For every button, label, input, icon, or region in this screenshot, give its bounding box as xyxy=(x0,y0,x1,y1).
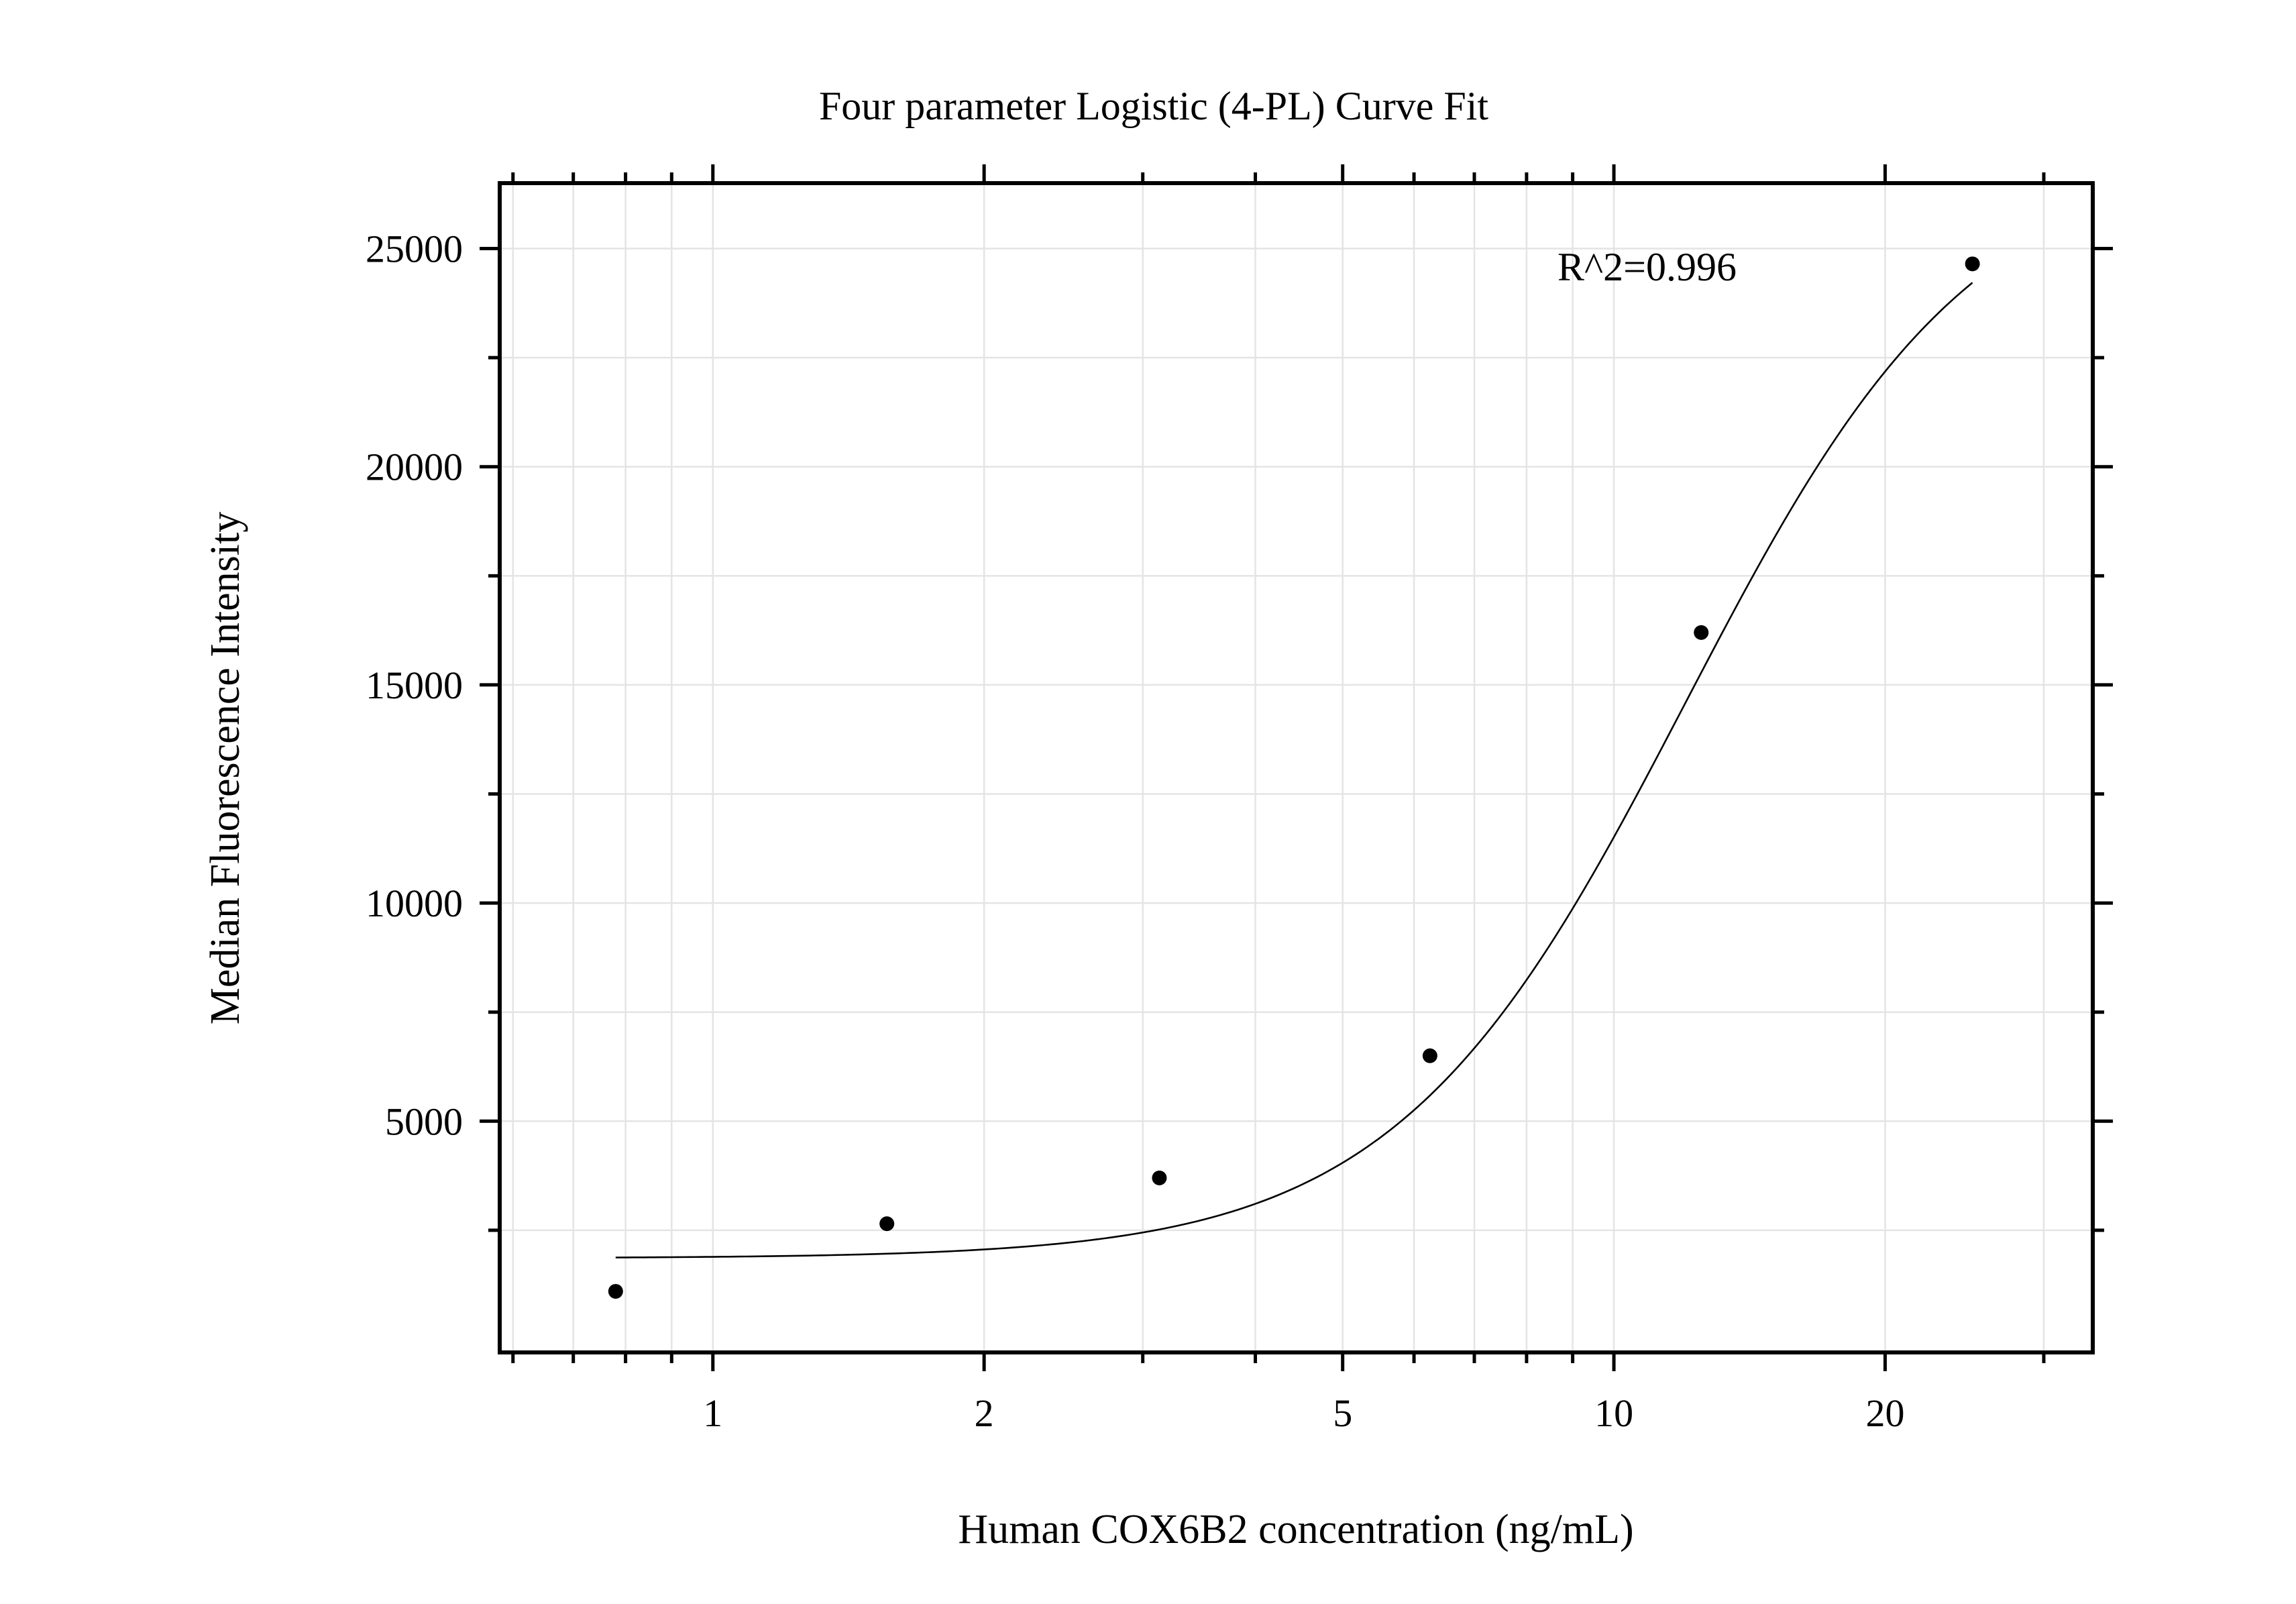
grid xyxy=(500,183,2093,1352)
data-point xyxy=(608,1283,623,1299)
data-point xyxy=(1694,625,1709,640)
r-squared-annotation: R^2=0.996 xyxy=(1557,245,1737,289)
tick-labels: 1 2 5 10 20 5000 10000 15000 20000 25000 xyxy=(366,227,1904,1435)
data-point xyxy=(1965,256,1980,272)
y-tick-label: 20000 xyxy=(366,445,463,489)
x-tick-label: 1 xyxy=(703,1391,722,1435)
x-axis-label: Human COX6B2 concentration (ng/mL) xyxy=(958,1507,1633,1552)
data-point xyxy=(1422,1048,1437,1063)
chart-title: Four parameter Logistic (4-PL) Curve Fit xyxy=(819,84,1488,128)
x-tick-label: 20 xyxy=(1865,1391,1904,1435)
y-tick-label: 25000 xyxy=(366,227,463,271)
x-tick-label: 10 xyxy=(1594,1391,1633,1435)
y-tick-label: 15000 xyxy=(366,663,463,707)
x-tick-label: 5 xyxy=(1333,1391,1352,1435)
x-tick-label: 2 xyxy=(975,1391,994,1435)
data-points xyxy=(608,256,1980,1299)
data-point xyxy=(1152,1170,1167,1185)
y-tick-label: 5000 xyxy=(385,1100,463,1143)
y-axis-label: Median Fluorescence Intensity xyxy=(203,512,248,1024)
y-tick-label: 10000 xyxy=(366,881,463,925)
plot-frame xyxy=(498,181,2095,1354)
axis-ticks xyxy=(480,164,2113,1371)
data-point xyxy=(879,1216,895,1232)
fit-curve xyxy=(615,282,1973,1259)
